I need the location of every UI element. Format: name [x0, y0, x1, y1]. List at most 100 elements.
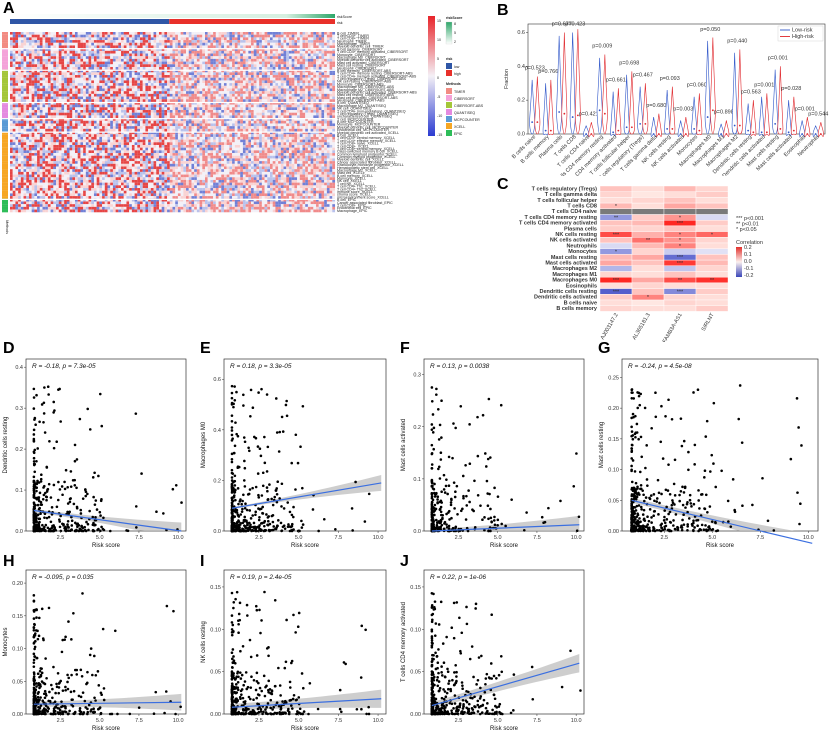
- heatmap-cell: [297, 80, 300, 84]
- heatmap-cell: [142, 142, 146, 146]
- heatmap-cell: [313, 77, 317, 81]
- heatmap-cell: [180, 126, 184, 129]
- heatmap-cell: [175, 93, 178, 97]
- heatmap-cell: [242, 37, 246, 41]
- heatmap-cell: [180, 139, 184, 143]
- heatmap-cell: [191, 40, 195, 43]
- heatmap-cell: [183, 88, 187, 92]
- heatmap-cell: [213, 64, 216, 68]
- heatmap-cell: [223, 66, 227, 70]
- heatmap-cell: [83, 128, 86, 132]
- heatmap-cell: [50, 123, 54, 127]
- heatmap-cell: [251, 64, 254, 68]
- heatmap-cell: [302, 34, 306, 38]
- heatmap-cell: [270, 83, 273, 86]
- heatmap-cell: [242, 126, 246, 129]
- heatmap-cell: [131, 99, 135, 102]
- heatmap-cell: [270, 112, 273, 116]
- heatmap-cell: [77, 110, 81, 113]
- heatmap-cell: [291, 77, 295, 81]
- heatmap-cell: [53, 77, 57, 81]
- heatmap-cell: [215, 112, 219, 116]
- heatmap-cell: [72, 120, 76, 124]
- heatmap-cell: [172, 40, 176, 43]
- heatmap-cell: [326, 72, 330, 76]
- heatmap-cell: [264, 107, 268, 111]
- heatmap-cell: [232, 101, 235, 105]
- heatmap-cell: [153, 142, 157, 146]
- heatmap-cell: [305, 104, 308, 108]
- heatmap-cell: [110, 34, 113, 38]
- heatmap-cell: [305, 93, 308, 97]
- heatmap-cell: [20, 112, 24, 116]
- heatmap-cell: [299, 66, 303, 70]
- heatmap-cell: [286, 136, 290, 140]
- heatmap-cell: [226, 77, 230, 81]
- heatmap-cell: [80, 53, 84, 57]
- heatmap-cell: [221, 64, 225, 68]
- heatmap-cell: [329, 104, 333, 108]
- heatmap-cell: [72, 123, 76, 127]
- heatmap-cell: [45, 93, 48, 97]
- heatmap-cell: [297, 101, 300, 105]
- heatmap-cell: [180, 66, 184, 70]
- heatmap-cell: [313, 115, 317, 119]
- heatmap-cell: [61, 48, 65, 51]
- heatmap-cell: [196, 48, 200, 51]
- heatmap-cell: [240, 40, 243, 43]
- heatmap-cell: [305, 110, 308, 113]
- heatmap-cell: [324, 115, 327, 119]
- heatmap-cell: [294, 91, 298, 94]
- heatmap-cell: [26, 104, 30, 108]
- heatmap-cell: [23, 80, 27, 84]
- heatmap-cell: [18, 32, 21, 35]
- heatmap-cell: [61, 37, 65, 41]
- heatmap-cell: [12, 34, 16, 38]
- heatmap-cell: [196, 126, 200, 129]
- heatmap-cell: [270, 136, 273, 140]
- heatmap-cell: [37, 64, 40, 68]
- heatmap-cell: [196, 53, 200, 57]
- heatmap-cell: [20, 32, 24, 35]
- heatmap-cell: [172, 120, 176, 124]
- heatmap-cell: [251, 42, 254, 46]
- heatmap-cell: [75, 48, 78, 51]
- heatmap-cell: [23, 66, 27, 70]
- heatmap-cell: [80, 48, 84, 51]
- heatmap-cell: [299, 32, 303, 35]
- heatmap-cell: [134, 123, 138, 127]
- heatmap-cell: [307, 91, 311, 94]
- heatmap-cell: [66, 66, 70, 70]
- heatmap-cell: [191, 61, 195, 65]
- heatmap-cell: [93, 69, 97, 73]
- heatmap-cell: [321, 131, 325, 135]
- heatmap-cell: [310, 56, 314, 59]
- heatmap-cell: [199, 134, 203, 137]
- heatmap-cell: [256, 66, 260, 70]
- heatmap-cell: [213, 77, 216, 81]
- heatmap-cell: [218, 88, 222, 92]
- heatmap-cell: [56, 93, 59, 97]
- heatmap-cell: [20, 93, 24, 97]
- heatmap-cell: [110, 96, 113, 100]
- heatmap-cell: [278, 123, 281, 127]
- heatmap-cell: [177, 45, 181, 49]
- heatmap-cell: [115, 75, 119, 78]
- heatmap-cell: [167, 77, 170, 81]
- heatmap-cell: [213, 37, 216, 41]
- heatmap-cell: [316, 88, 319, 92]
- heatmap-cell: [142, 64, 146, 68]
- heatmap-cell: [140, 37, 143, 41]
- heatmap-cell: [232, 136, 235, 140]
- heatmap-cell: [167, 91, 170, 94]
- heatmap-cell: [123, 93, 127, 97]
- heatmap-cell: [302, 104, 306, 108]
- heatmap-cell: [47, 136, 51, 140]
- heatmap-cell: [310, 37, 314, 41]
- heatmap-cell: [77, 40, 81, 43]
- heatmap-cell: [64, 107, 67, 111]
- heatmap-cell: [261, 134, 265, 137]
- heatmap-cell: [123, 32, 127, 35]
- heatmap-cell: [23, 123, 27, 127]
- heatmap-cell: [10, 101, 13, 105]
